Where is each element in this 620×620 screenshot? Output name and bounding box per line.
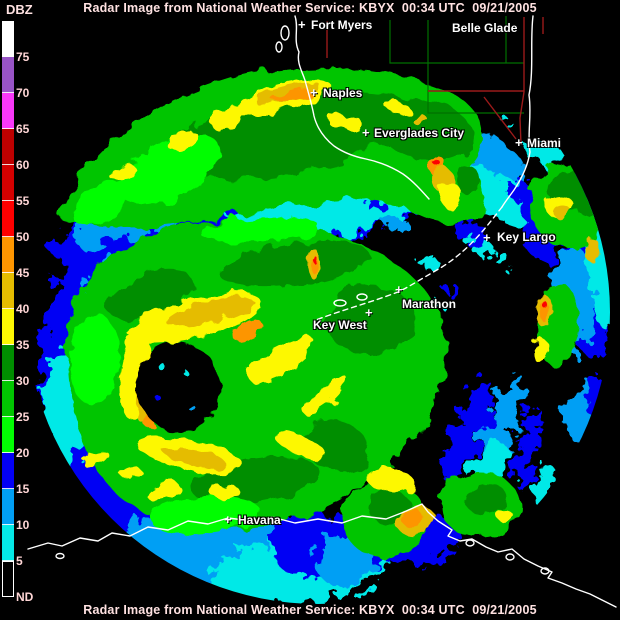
city-label-key-west: Key West [313,318,367,332]
scale-block-10 [2,489,14,525]
island [55,552,65,560]
city-marker-naples: + [310,85,318,100]
scale-block-45 [2,237,14,273]
scale-label-nd: ND [16,590,34,604]
scale-label-45: 45 [16,266,30,280]
scale-label-15: 15 [16,482,30,496]
scale-block-60 [2,129,14,165]
scale-block-65 [2,93,14,129]
florida-east-coast [501,15,534,208]
city-label-havana: Havana [238,513,281,527]
hurricane-eye [136,342,220,430]
scale-label-50: 50 [16,230,30,244]
scale-label-65: 65 [16,122,30,136]
island [505,553,515,561]
city-label-key-largo: Key Largo [497,230,556,244]
island [275,41,283,53]
island [333,299,347,307]
city-label-marathon: Marathon [402,297,456,311]
scale-label-75: 75 [16,50,30,64]
city-marker-key-west: + [365,305,373,320]
island [356,293,368,301]
scale-block-20 [2,417,14,453]
footer-title: Radar Image from National Weather Servic… [83,603,537,617]
city-label-belle-glade: Belle Glade [452,21,518,35]
scale-label-20: 20 [16,446,30,460]
island [540,567,550,575]
city-marker-havana: + [224,512,232,527]
scale-label-70: 70 [16,86,30,100]
scale-block-75 [2,21,14,57]
city-marker-key-largo: + [483,230,491,245]
scale-label-60: 60 [16,158,30,172]
scale-block-40 [2,273,14,309]
island [465,539,475,547]
scale-block-5 [2,525,14,561]
scale-block-30 [2,345,14,381]
city-marker-marathon: + [395,282,403,297]
florida-keys [315,206,503,321]
scale-label-5: 5 [16,554,23,568]
florida-west-coast [294,15,430,200]
city-marker-everglades-city: + [362,125,370,140]
scale-block-50 [2,201,14,237]
scale-label-30: 30 [16,374,30,388]
scale-block-35 [2,309,14,345]
coastlines [27,15,617,608]
island [280,25,290,41]
city-label-fort-myers: Fort Myers [311,18,373,32]
scale-block-nd [2,561,14,597]
scale-block-25 [2,381,14,417]
cuba-north-coast [27,503,617,608]
scale-block-70 [2,57,14,93]
scale-block-15 [2,453,14,489]
city-marker-miami: + [515,135,523,150]
dbz-scale-title: DBZ [6,2,33,17]
highways [326,17,544,146]
scale-block-55 [2,165,14,201]
city-marker-fort-myers: + [298,17,306,32]
county-borders [389,16,524,114]
scale-label-55: 55 [16,194,30,208]
scale-label-35: 35 [16,338,30,352]
city-label-naples: Naples [323,86,363,100]
page-title: Radar Image from National Weather Servic… [83,1,537,15]
city-label-everglades-city: Everglades City [374,126,465,140]
scale-label-40: 40 [16,302,30,316]
scale-label-10: 10 [16,518,30,532]
scale-label-25: 25 [16,410,30,424]
city-label-miami: Miami [527,136,562,150]
